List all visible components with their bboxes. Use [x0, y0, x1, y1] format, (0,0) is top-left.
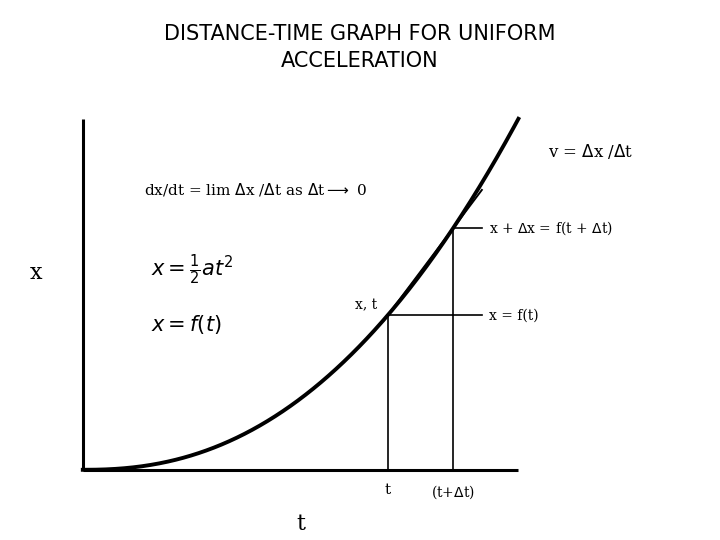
Text: ACCELERATION: ACCELERATION [282, 51, 438, 71]
Text: (t+$\Delta$t): (t+$\Delta$t) [431, 483, 475, 501]
Text: dx/dt = lim $\Delta$x /$\Delta$t as $\Delta$t$\longrightarrow$ 0: dx/dt = lim $\Delta$x /$\Delta$t as $\De… [144, 180, 367, 198]
Text: $x = f(t)$: $x = f(t)$ [151, 313, 222, 335]
Text: $x = \frac{1}{2}at^2$: $x = \frac{1}{2}at^2$ [151, 253, 234, 287]
Text: x = f(t): x = f(t) [489, 308, 539, 322]
Text: x + $\Delta$x = f(t + $\Delta$t): x + $\Delta$x = f(t + $\Delta$t) [489, 219, 613, 237]
Text: t: t [296, 513, 305, 535]
Text: v = $\Delta$x /$\Delta$t: v = $\Delta$x /$\Delta$t [548, 141, 633, 161]
Text: x: x [30, 262, 42, 284]
Text: x, t: x, t [355, 299, 377, 313]
Text: DISTANCE-TIME GRAPH FOR UNIFORM: DISTANCE-TIME GRAPH FOR UNIFORM [164, 24, 556, 44]
Text: t: t [384, 483, 391, 497]
